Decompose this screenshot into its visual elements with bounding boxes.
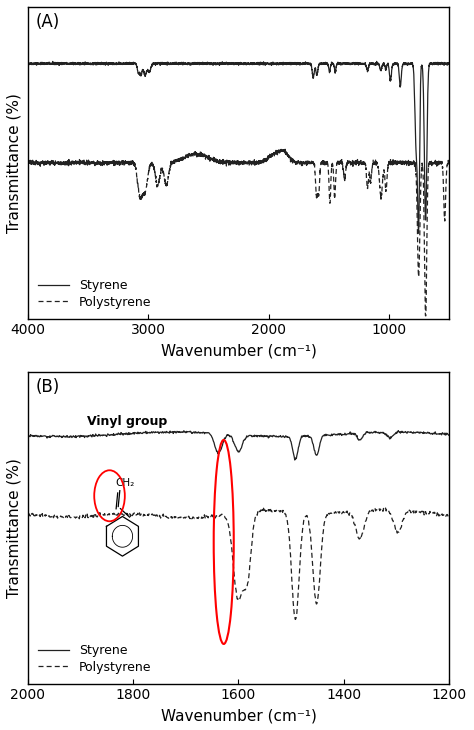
Styrene (25, 431, 30, 440)
Y-axis label: Transmittance (%): Transmittance (%) (7, 458, 22, 598)
Polystyrene (275, 148, 281, 157)
Styrene (270, 432, 275, 441)
Legend: Styrene, Polystyrene: Styrene, Polystyrene (34, 275, 155, 312)
Styrene (25, 59, 30, 68)
Polystyrene (177, 154, 183, 163)
Text: Vinyl group: Vinyl group (87, 415, 167, 429)
Styrene (414, 164, 420, 172)
Polystyrene (345, 509, 351, 518)
X-axis label: Wavenumber (cm⁻¹): Wavenumber (cm⁻¹) (161, 343, 317, 358)
Line: Styrene: Styrene (27, 431, 449, 460)
Polystyrene (423, 312, 428, 320)
Polystyrene (113, 160, 118, 169)
Styrene (113, 59, 118, 68)
Text: CH₂: CH₂ (116, 478, 135, 488)
Polystyrene (294, 609, 300, 618)
Polystyrene (447, 158, 452, 167)
Legend: Styrene, Polystyrene: Styrene, Polystyrene (34, 640, 155, 677)
Styrene (293, 59, 299, 68)
Styrene (177, 60, 183, 69)
Styrene (281, 432, 286, 441)
Line: Styrene: Styrene (27, 61, 449, 233)
Polystyrene (383, 504, 388, 512)
X-axis label: Wavenumber (cm⁻¹): Wavenumber (cm⁻¹) (161, 708, 317, 723)
Styrene (345, 429, 351, 438)
Line: Polystyrene: Polystyrene (27, 149, 449, 316)
Y-axis label: Transmittance (%): Transmittance (%) (7, 93, 22, 233)
Text: (A): (A) (36, 13, 60, 31)
Styrene (374, 57, 380, 66)
Styrene (416, 228, 421, 237)
Polystyrene (292, 615, 298, 624)
Polystyrene (25, 158, 30, 167)
Line: Polystyrene: Polystyrene (27, 508, 449, 620)
Styrene (51, 431, 56, 440)
Polystyrene (447, 511, 452, 520)
Text: (B): (B) (36, 378, 60, 396)
Polystyrene (414, 202, 420, 211)
Polystyrene (389, 514, 395, 523)
Styrene (224, 59, 229, 68)
Polystyrene (51, 513, 56, 522)
Styrene (294, 451, 300, 460)
Polystyrene (25, 509, 30, 518)
Styrene (447, 431, 452, 439)
Styrene (389, 432, 394, 441)
Polystyrene (270, 507, 275, 515)
Styrene (292, 456, 298, 464)
Styrene (275, 59, 281, 68)
Polystyrene (224, 158, 229, 167)
Polystyrene (281, 508, 286, 517)
Styrene (395, 426, 401, 435)
Polystyrene (282, 145, 288, 153)
Styrene (447, 59, 452, 68)
Polystyrene (293, 158, 299, 166)
